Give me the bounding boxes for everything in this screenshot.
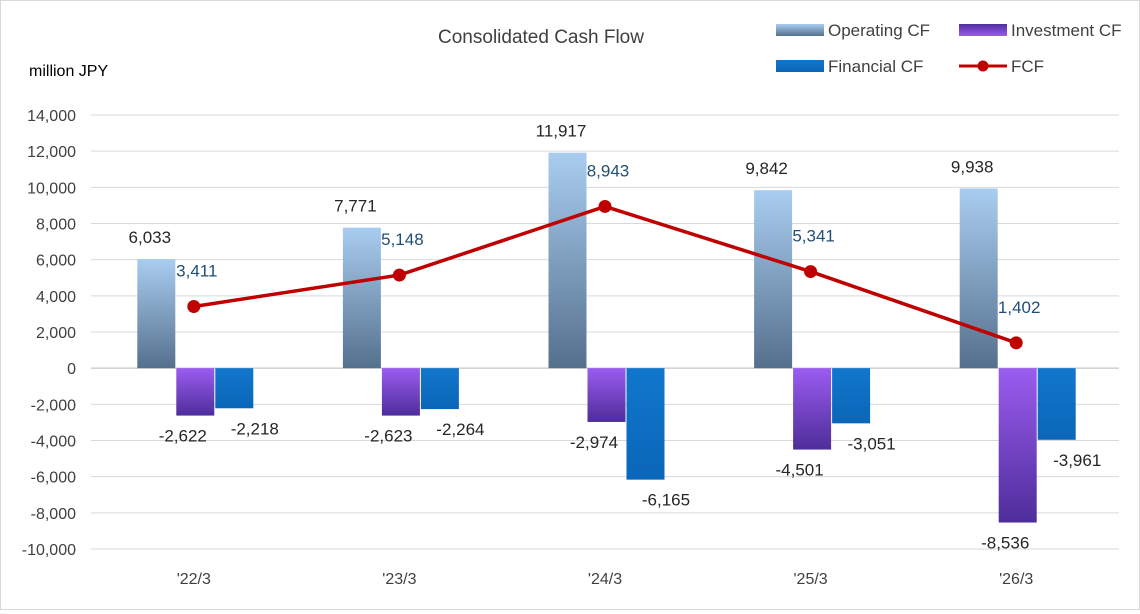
- financial-cf-data-label: -3,051: [847, 434, 895, 453]
- legend-item: FCF: [959, 57, 1044, 76]
- operating-cf-data-label: 9,938: [951, 157, 994, 176]
- y-tick-label: 6,000: [36, 253, 76, 270]
- fcf-data-label: 5,341: [792, 227, 835, 246]
- operating-cf-data-label: 7,771: [334, 197, 377, 216]
- x-tick-label: '23/3: [382, 571, 416, 588]
- financial-cf-data-label: -2,264: [436, 420, 484, 439]
- y-axis: 14,000 12,000 10,000 8,000 6,000 4,000 2,000 0 -…: [22, 108, 76, 559]
- operating-cf-data-label: 9,842: [745, 159, 788, 178]
- data-labels: 6,033 -2,622 -2,218 7,771 -2,623 -2,264 11,917…: [129, 122, 1102, 553]
- legend: Operating CF Investment CF Financial CF FCF: [776, 21, 1122, 76]
- investment-cf-data-label: -2,974: [570, 433, 618, 452]
- legend-item: Investment CF: [959, 21, 1122, 40]
- investment-cf-bar: [998, 368, 1037, 523]
- operating-cf-bar: [548, 152, 587, 369]
- fcf-data-label: 8,943: [587, 161, 630, 180]
- chart-title: Consolidated Cash Flow: [438, 27, 644, 48]
- financial-cf-data-label: -2,218: [231, 419, 279, 438]
- y-axis-label: million JPY: [29, 63, 108, 80]
- financial-cf-bar: [1037, 368, 1076, 440]
- y-tick-label: 4,000: [36, 289, 76, 306]
- investment-cf-data-label: -2,622: [159, 427, 207, 446]
- legend-label: Operating CF: [828, 21, 930, 40]
- financial-cf-bar: [626, 368, 665, 480]
- legend-label: FCF: [1011, 57, 1044, 76]
- fcf-data-label: 5,148: [381, 230, 424, 249]
- x-tick-label: '22/3: [177, 571, 211, 588]
- fcf-data-label: 1,402: [998, 298, 1041, 317]
- y-tick-label: 12,000: [27, 144, 76, 161]
- investment-cf-bar: [793, 368, 832, 450]
- financial-cf-bar: [215, 368, 254, 409]
- fcf-point: [804, 265, 818, 279]
- y-tick-label: -8,000: [31, 506, 76, 523]
- fcf-point: [598, 199, 612, 213]
- legend-swatch: [776, 24, 824, 36]
- legend-item: Financial CF: [776, 57, 923, 76]
- financial-cf-bar: [832, 368, 871, 424]
- x-axis: '22/3 '23/3 '24/3 '25/3 '26/3: [177, 571, 1034, 588]
- fcf-point: [187, 299, 201, 313]
- legend-item: Operating CF: [776, 21, 930, 40]
- y-tick-label: 2,000: [36, 325, 76, 342]
- y-tick-label: 8,000: [36, 217, 76, 234]
- fcf-point: [1009, 336, 1023, 350]
- x-tick-label: '25/3: [793, 571, 827, 588]
- investment-cf-data-label: -8,536: [981, 534, 1029, 553]
- bars: [137, 152, 1076, 523]
- y-tick-label: 0: [67, 361, 76, 378]
- operating-cf-data-label: 11,917: [536, 122, 587, 141]
- x-tick-label: '24/3: [588, 571, 622, 588]
- y-tick-label: 10,000: [27, 180, 76, 197]
- y-tick-label: 14,000: [27, 108, 76, 125]
- legend-label: Financial CF: [828, 57, 923, 76]
- financial-cf-bar: [420, 368, 459, 410]
- x-tick-label: '26/3: [999, 571, 1033, 588]
- legend-swatch: [776, 60, 824, 72]
- operating-cf-bar: [959, 188, 998, 369]
- y-tick-label: -10,000: [22, 542, 76, 559]
- operating-cf-bar: [137, 259, 176, 369]
- fcf-line-path: [193, 204, 1017, 345]
- investment-cf-data-label: -4,501: [775, 461, 823, 480]
- financial-cf-data-label: -6,165: [642, 491, 690, 510]
- fcf-data-label: 3,411: [176, 261, 217, 280]
- operating-cf-data-label: 6,033: [129, 228, 172, 247]
- investment-cf-bar: [381, 368, 420, 416]
- legend-label: Investment CF: [1011, 21, 1122, 40]
- legend-swatch: [959, 24, 1007, 36]
- y-tick-label: -6,000: [31, 470, 76, 487]
- y-tick-label: -4,000: [31, 434, 76, 451]
- investment-cf-data-label: -2,623: [364, 427, 412, 446]
- fcf-point: [392, 268, 406, 282]
- investment-cf-bar: [587, 368, 626, 422]
- y-tick-label: -2,000: [31, 397, 76, 414]
- fcf-line: [187, 199, 1023, 350]
- operating-cf-bar: [754, 190, 793, 369]
- financial-cf-data-label: -3,961: [1053, 451, 1101, 470]
- investment-cf-bar: [176, 368, 215, 416]
- legend-swatch-marker: [977, 60, 989, 72]
- operating-cf-bar: [342, 227, 381, 369]
